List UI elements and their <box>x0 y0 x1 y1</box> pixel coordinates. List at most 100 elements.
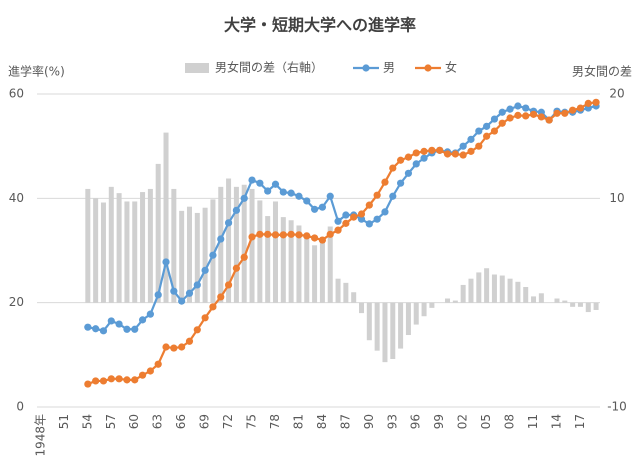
line-marker <box>592 98 600 106</box>
line-marker <box>490 127 499 135</box>
x-tick-label: 11 <box>526 414 540 429</box>
bar <box>562 300 568 303</box>
line-marker <box>240 194 248 202</box>
y-tick-label: 20 <box>9 295 24 309</box>
line-marker <box>209 251 217 259</box>
line-marker <box>545 116 553 124</box>
x-tick-label: 54 <box>80 414 94 429</box>
bar <box>405 302 411 336</box>
line-marker <box>365 220 373 228</box>
line-marker <box>561 109 569 117</box>
line-marker <box>420 154 428 162</box>
line-marker <box>209 303 217 311</box>
line-marker <box>264 187 272 195</box>
line-marker <box>498 108 506 116</box>
line-marker <box>451 150 459 158</box>
x-tick-label: 99 <box>432 414 446 429</box>
y2-axis-title: 男女間の差 <box>572 64 632 79</box>
bar <box>140 192 146 303</box>
bar <box>171 188 177 303</box>
y-tick-label: 0 <box>16 400 24 414</box>
line-marker <box>256 179 264 187</box>
line-marker <box>436 146 444 154</box>
x-tick-label: 51 <box>57 414 71 429</box>
y-axis-title: 進学率(%) <box>8 64 65 79</box>
bar <box>382 302 388 363</box>
x-tick-label: 96 <box>409 414 423 429</box>
line-marker <box>123 325 131 333</box>
line-marker <box>483 122 491 130</box>
y2-tick-label: -10 <box>607 400 627 414</box>
line-marker <box>350 213 358 221</box>
line-marker <box>92 325 100 333</box>
line-marker <box>365 201 373 209</box>
line-marker <box>404 169 413 177</box>
bar <box>531 296 537 303</box>
bar <box>249 188 255 303</box>
bar <box>484 268 490 303</box>
line-marker <box>373 215 381 223</box>
x-tick-label: 90 <box>362 414 376 429</box>
line-marker <box>569 106 577 114</box>
bar <box>186 206 192 303</box>
line-marker <box>310 205 319 213</box>
bar <box>93 198 99 303</box>
line-marker <box>217 235 225 243</box>
line-marker <box>287 230 295 238</box>
bar <box>460 284 466 303</box>
x-tick-label: 84 <box>315 414 329 429</box>
line-marker <box>279 188 287 196</box>
y2-tick-label: 10 <box>609 191 624 205</box>
bar <box>218 186 224 303</box>
line-marker <box>162 258 170 266</box>
line-marker <box>326 230 334 238</box>
line-marker <box>318 203 327 211</box>
line-marker <box>397 156 405 164</box>
bar <box>280 217 286 303</box>
bar <box>359 302 365 314</box>
line-marker <box>115 320 123 328</box>
y-tick-label: 60 <box>9 87 24 101</box>
line-marker <box>483 132 491 140</box>
line-marker <box>131 376 139 384</box>
line-marker <box>357 215 366 223</box>
line-marker <box>287 189 295 197</box>
line-marker <box>334 226 342 234</box>
bar <box>210 199 216 303</box>
line-marker <box>232 264 240 272</box>
legend-label: 女 <box>445 60 457 75</box>
line-marker <box>334 217 342 225</box>
bar <box>429 302 435 308</box>
line-marker <box>99 377 108 385</box>
line-marker <box>342 219 350 227</box>
bar <box>335 278 341 303</box>
bar <box>366 302 372 341</box>
bar <box>476 272 482 303</box>
y-tick-label: 40 <box>9 191 24 205</box>
line-marker <box>553 109 561 117</box>
line-marker <box>397 179 405 187</box>
line-marker <box>123 376 131 384</box>
line-marker <box>107 317 115 325</box>
bar <box>413 302 419 325</box>
bar <box>265 216 271 303</box>
bar <box>241 184 247 303</box>
bar <box>155 163 161 303</box>
chart-title: 大学・短期大学への進学率 <box>224 16 416 35</box>
y2-tick-label: 20 <box>609 87 624 101</box>
line-marker <box>514 111 522 119</box>
line-marker <box>303 232 311 240</box>
x-tick-label: 17 <box>573 414 587 429</box>
line-marker <box>326 192 334 200</box>
line-marker <box>475 127 483 135</box>
bar <box>132 201 138 303</box>
x-tick-label: 75 <box>245 414 259 429</box>
bar <box>124 201 130 303</box>
line-marker <box>537 113 545 121</box>
bar <box>523 287 529 303</box>
line-marker <box>154 360 162 368</box>
line-marker <box>318 236 327 244</box>
line-marker <box>99 327 108 335</box>
bar <box>499 275 505 303</box>
